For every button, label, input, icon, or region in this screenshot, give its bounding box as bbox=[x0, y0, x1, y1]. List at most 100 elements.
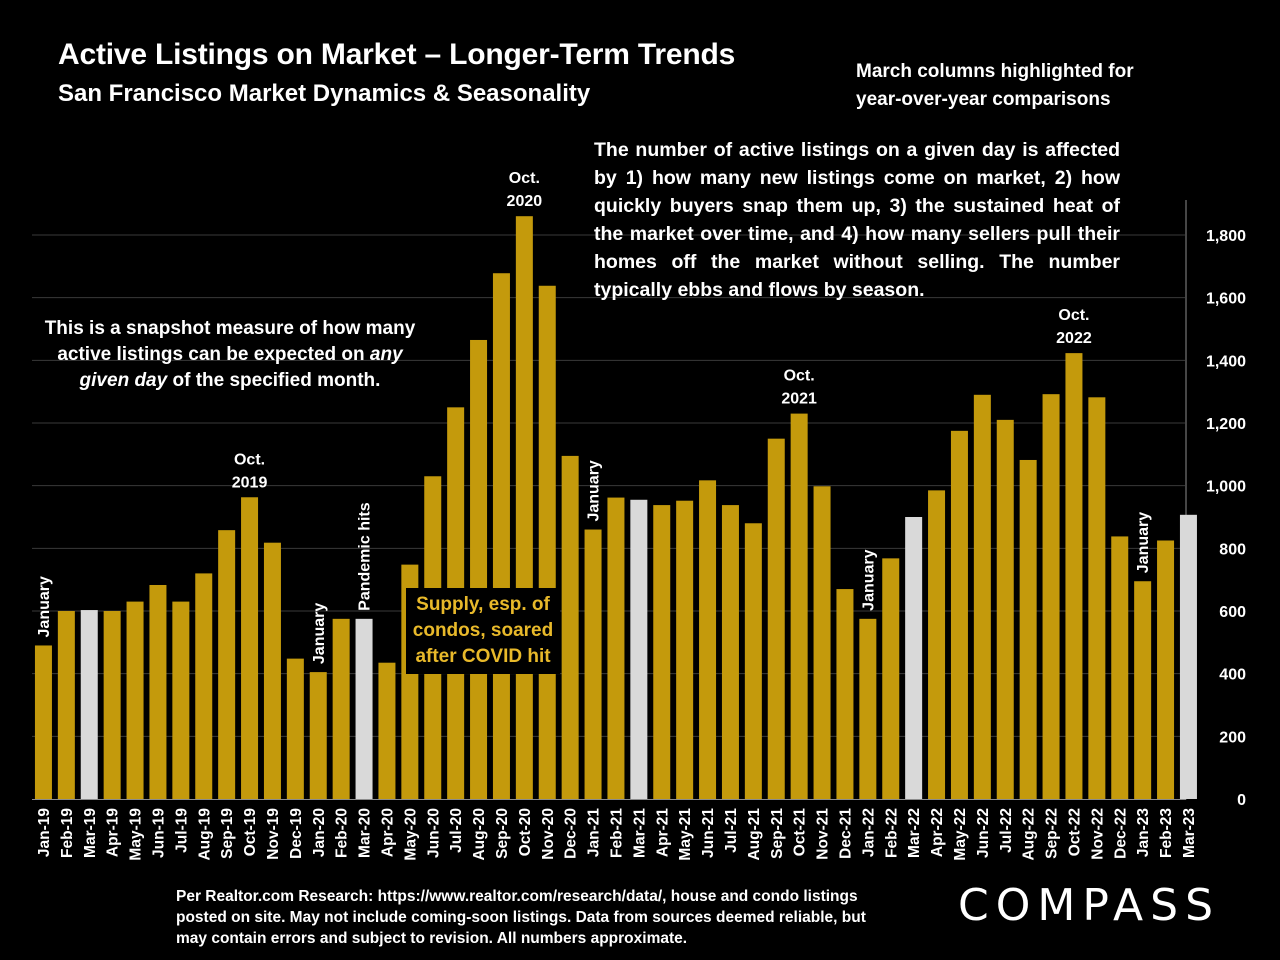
bar-Nov-22 bbox=[1088, 397, 1106, 799]
x-tick-label: Oct-22 bbox=[1066, 808, 1083, 856]
bar-Feb-21 bbox=[607, 497, 625, 799]
bar-Jan-20 bbox=[309, 672, 327, 799]
bar-Apr-21 bbox=[653, 505, 671, 799]
compass-logo: COMPASS bbox=[958, 880, 1220, 931]
bar-Oct-22 bbox=[1065, 353, 1083, 799]
bar-May-19 bbox=[126, 601, 144, 799]
bar-Jan-22 bbox=[859, 618, 877, 799]
x-tick-label: Jul-20 bbox=[448, 808, 465, 853]
annotation-label: January bbox=[1135, 512, 1152, 573]
supply-note: Supply, esp. of condos, soared after COV… bbox=[406, 588, 560, 674]
bar-May-21 bbox=[676, 500, 694, 799]
active-listings-explanation: The number of active listings on a given… bbox=[594, 139, 1120, 301]
y-tick-label: 800 bbox=[1219, 541, 1246, 558]
bar-Jan-23 bbox=[1134, 581, 1152, 799]
bar-Feb-20 bbox=[332, 618, 350, 799]
x-tick-label: Feb-20 bbox=[334, 808, 351, 858]
x-tick-label: Aug-20 bbox=[471, 808, 488, 861]
bar-Jan-21 bbox=[584, 529, 602, 799]
x-tick-label: Feb-21 bbox=[608, 808, 625, 858]
bar-Dec-21 bbox=[836, 589, 854, 799]
x-tick-label: Dec-19 bbox=[288, 808, 305, 859]
x-tick-label: Jun-22 bbox=[975, 808, 992, 858]
annotation-label: Oct. bbox=[509, 170, 540, 187]
y-tick-label: 1,400 bbox=[1206, 353, 1246, 370]
x-tick-label: Jan-21 bbox=[586, 808, 603, 857]
x-tick-label: Sep-19 bbox=[219, 808, 236, 859]
x-tick-label: Mar-20 bbox=[357, 808, 374, 858]
bar-Oct-21 bbox=[790, 413, 808, 799]
annotation-label: Pandemic hits bbox=[357, 502, 374, 611]
annotation-label: 2022 bbox=[1056, 330, 1092, 347]
y-tick-label: 400 bbox=[1219, 667, 1246, 684]
x-tick-label: May-21 bbox=[677, 808, 694, 861]
x-tick-label: Dec-22 bbox=[1112, 808, 1129, 859]
annotation-label: 2021 bbox=[781, 391, 817, 408]
x-tick-label: Mar-21 bbox=[631, 808, 648, 858]
bar-Jan-19 bbox=[34, 645, 52, 799]
bar-Apr-22 bbox=[928, 490, 946, 799]
bar-highlighted-Mar-19 bbox=[80, 610, 98, 799]
bar-Apr-20 bbox=[378, 662, 396, 799]
bar-Jul-22 bbox=[996, 419, 1014, 799]
bar-Oct-20 bbox=[515, 216, 533, 799]
bar-May-22 bbox=[950, 430, 968, 799]
x-tick-label: May-19 bbox=[128, 808, 145, 861]
y-tick-label: 0 bbox=[1237, 792, 1246, 809]
bar-Sep-19 bbox=[218, 530, 236, 799]
annotation-label: 2020 bbox=[507, 193, 543, 210]
x-tick-label: Jan-20 bbox=[311, 808, 328, 857]
bar-Apr-19 bbox=[103, 611, 121, 799]
annotation-label: January bbox=[860, 549, 877, 610]
y-tick-label: 1,600 bbox=[1206, 291, 1246, 308]
bar-Nov-19 bbox=[263, 542, 281, 799]
y-tick-label: 1,000 bbox=[1206, 479, 1246, 496]
bar-highlighted-Mar-23 bbox=[1179, 514, 1197, 799]
bar-Jun-19 bbox=[149, 584, 167, 799]
x-tick-label: May-20 bbox=[402, 808, 419, 861]
annotation-label: 2019 bbox=[232, 474, 268, 491]
bar-Oct-19 bbox=[241, 497, 259, 799]
bar-Feb-22 bbox=[882, 558, 900, 799]
bar-Aug-20 bbox=[470, 339, 488, 799]
bar-Dec-22 bbox=[1111, 536, 1129, 799]
snapshot-note-emphasis: any given day bbox=[79, 344, 403, 391]
bar-highlighted-Mar-21 bbox=[630, 499, 648, 799]
bar-highlighted-Mar-20 bbox=[355, 618, 373, 799]
bar-Dec-20 bbox=[561, 455, 579, 799]
x-tick-label: Sep-21 bbox=[769, 808, 786, 859]
x-tick-label: Mar-23 bbox=[1181, 808, 1198, 858]
x-tick-label: Oct-20 bbox=[517, 808, 534, 856]
x-tick-label: Aug-22 bbox=[1021, 808, 1038, 861]
x-tick-label: Jan-23 bbox=[1135, 808, 1152, 857]
x-tick-label: Nov-19 bbox=[265, 808, 282, 860]
bar-Nov-21 bbox=[813, 486, 831, 799]
x-tick-label: Dec-21 bbox=[837, 808, 854, 859]
snapshot-note-post: of the specified month. bbox=[167, 370, 381, 391]
x-tick-label: Apr-21 bbox=[654, 808, 671, 857]
x-tick-label: Feb-22 bbox=[883, 808, 900, 858]
x-tick-label: Jun-20 bbox=[425, 808, 442, 858]
x-tick-label: Mar-22 bbox=[906, 808, 923, 858]
x-tick-label: Jan-22 bbox=[860, 808, 877, 857]
snapshot-note-pre: This is a snapshot measure of how many a… bbox=[44, 318, 416, 365]
x-tick-label: Apr-19 bbox=[105, 808, 122, 857]
x-axis: Jan-19 Feb-19 Mar-19 Apr-19 May-19 Jun-19 Jul-… bbox=[36, 808, 1198, 861]
bar-Aug-22 bbox=[1019, 459, 1037, 799]
x-tick-label: Oct-19 bbox=[242, 808, 259, 857]
x-tick-label: Oct-21 bbox=[792, 808, 809, 857]
source-footnote: Per Realtor.com Research: https://www.re… bbox=[176, 888, 866, 947]
x-tick-label: Feb-23 bbox=[1158, 808, 1175, 858]
x-tick-label: Nov-22 bbox=[1089, 808, 1106, 860]
x-tick-label: Nov-21 bbox=[815, 808, 832, 860]
bar-Sep-20 bbox=[492, 273, 510, 799]
bar-Jun-21 bbox=[699, 480, 717, 799]
snapshot-note: This is a snapshot measure of how many a… bbox=[44, 316, 416, 394]
bar-Feb-23 bbox=[1157, 540, 1175, 799]
x-tick-label: Sep-20 bbox=[494, 808, 511, 859]
x-tick-label: Apr-20 bbox=[379, 808, 396, 857]
y-tick-label: 1,200 bbox=[1206, 416, 1246, 433]
annotation-label: January bbox=[36, 576, 53, 637]
x-tick-label: Jun-21 bbox=[700, 808, 717, 858]
annotation-label: January bbox=[586, 460, 603, 521]
